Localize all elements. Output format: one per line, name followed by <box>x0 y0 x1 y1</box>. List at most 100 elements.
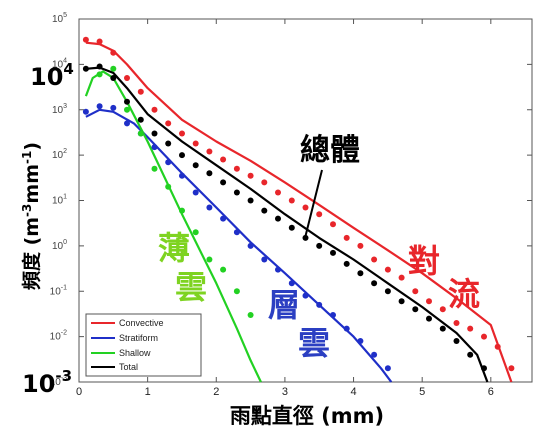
data-point-total <box>343 260 350 267</box>
data-point-total <box>398 298 405 305</box>
data-point-total <box>261 207 268 214</box>
data-point-stratiform <box>261 256 268 263</box>
data-point-convective <box>220 156 227 163</box>
data-point-shallow <box>110 65 117 72</box>
data-point-convective <box>206 148 213 155</box>
y-tick-label: 103 <box>52 103 67 116</box>
data-point-stratiform <box>384 365 391 372</box>
data-point-total <box>179 152 185 159</box>
data-point-total <box>233 189 240 196</box>
legend-label-stratiform: Stratiform <box>119 333 158 343</box>
data-point-stratiform <box>124 120 130 127</box>
data-point-convective <box>398 274 405 281</box>
data-point-total <box>192 162 199 169</box>
annotation-convective-1: 對 <box>408 242 440 280</box>
data-point-stratiform <box>233 229 240 236</box>
y-tick-label: 105 <box>52 12 67 25</box>
x-tick-label: 0 <box>76 386 82 398</box>
data-point-stratiform <box>206 204 213 211</box>
data-point-convective <box>110 49 117 56</box>
data-point-convective <box>357 242 364 249</box>
data-point-convective <box>137 88 144 95</box>
data-point-stratiform <box>96 103 103 110</box>
x-tick-label: 1 <box>145 386 151 398</box>
data-point-convective <box>288 197 295 204</box>
data-point-stratiform <box>288 280 295 287</box>
data-point-convective <box>247 172 254 179</box>
data-point-total <box>165 140 172 147</box>
series-line-total <box>85 66 489 383</box>
data-point-convective <box>330 221 336 228</box>
y-tick-label: 10-2 <box>50 330 67 343</box>
data-point-convective <box>302 204 309 211</box>
data-point-stratiform <box>330 312 336 318</box>
data-point-shallow <box>247 312 254 318</box>
y-tick-label: 104 <box>52 57 67 70</box>
data-point-total <box>426 315 432 322</box>
data-point-convective <box>412 288 419 295</box>
data-point-convective <box>96 38 103 45</box>
data-point-stratiform <box>302 292 309 299</box>
data-point-convective <box>165 120 172 127</box>
data-point-stratiform <box>220 215 227 222</box>
legend: Convective Stratiform Shallow Total <box>85 313 202 377</box>
data-point-shallow <box>96 71 103 78</box>
data-point-stratiform <box>165 159 172 166</box>
annotation-shallow-1: 薄 <box>158 229 190 267</box>
data-point-total <box>371 280 378 287</box>
data-point-total <box>110 75 117 81</box>
data-point-total <box>206 170 213 177</box>
data-point-total <box>288 224 295 231</box>
data-point-shallow <box>124 106 130 113</box>
data-point-total <box>357 270 364 277</box>
series-line-convective <box>85 41 513 383</box>
data-point-total <box>247 197 254 204</box>
legend-box <box>85 313 202 377</box>
data-point-convective <box>233 165 240 172</box>
data-point-total <box>439 325 446 332</box>
annotation-total-pointer <box>304 169 323 239</box>
big-ytick-bottom: 10-3 <box>22 367 72 398</box>
data-point-convective <box>384 266 391 273</box>
data-point-convective <box>316 211 323 218</box>
data-point-total <box>330 249 336 256</box>
y-axis-label: 頻度 (m-3mm-1) <box>20 142 43 290</box>
data-point-shallow <box>179 207 185 214</box>
data-point-convective <box>179 130 185 137</box>
annotation-stratiform-2: 雲 <box>298 324 330 362</box>
data-point-convective <box>275 189 281 196</box>
data-point-convective <box>124 75 130 81</box>
data-point-stratiform <box>247 242 254 249</box>
data-point-total <box>137 116 144 123</box>
data-point-stratiform <box>192 189 199 196</box>
x-tick-label: 4 <box>350 386 356 398</box>
data-point-convective <box>467 325 474 332</box>
data-point-convective <box>343 234 350 241</box>
data-point-convective <box>426 298 432 305</box>
data-point-shallow <box>192 229 199 236</box>
annotation-stratiform-1: 層 <box>268 286 300 324</box>
data-point-convective <box>261 179 268 186</box>
data-point-stratiform <box>82 108 89 115</box>
data-point-total <box>316 242 323 249</box>
data-point-shallow <box>206 256 213 263</box>
y-tick-label: 102 <box>52 148 67 161</box>
data-point-stratiform <box>151 144 158 151</box>
x-tick-label: 6 <box>488 386 494 398</box>
data-point-shallow <box>233 288 240 295</box>
data-point-shallow <box>165 183 172 190</box>
x-tick-label: 3 <box>282 386 288 398</box>
data-point-shallow <box>151 165 158 172</box>
y-tick-label: 100 <box>52 239 67 252</box>
y-tick-label: 10-3 <box>50 375 67 388</box>
data-point-convective <box>494 343 501 350</box>
x-tick-label: 5 <box>419 386 425 398</box>
x-axis-label: 雨點直徑 (mm) <box>230 404 384 428</box>
data-point-stratiform <box>316 301 323 308</box>
y-tick-label: 101 <box>52 194 67 207</box>
data-point-total <box>412 306 419 313</box>
data-point-total <box>453 338 460 344</box>
data-point-convective <box>371 256 378 263</box>
y-tick-label: 10-1 <box>50 284 67 297</box>
